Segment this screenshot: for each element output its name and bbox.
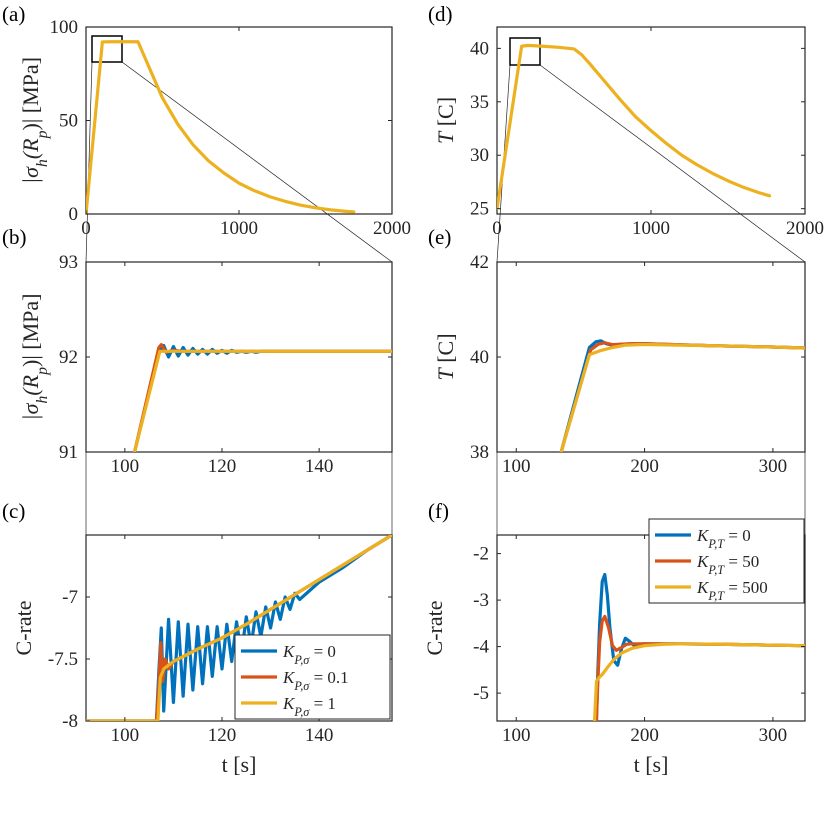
xlabel-f: t [s] <box>634 752 669 777</box>
ytick-label-a-1: 50 <box>59 111 78 132</box>
ylabel-a: |σh(Rp)| [MPa] <box>18 57 51 184</box>
panel-label-b: (b) <box>2 225 27 249</box>
ylabel-c: C-rate <box>11 601 36 656</box>
ytick-label-d-1: 30 <box>470 145 489 166</box>
panel-a-ticks: 0 1000 2000 0 50 100 |σh(Rp)| [MPa] <box>18 17 411 239</box>
panel-b-series <box>132 343 392 452</box>
ytick-label-f-1: -4 <box>473 637 489 658</box>
series-f-1 <box>594 614 805 721</box>
panel-d-ticks: 0 1000 2000 25 30 35 40 T [C] <box>433 27 824 239</box>
xtick-label-e-0: 100 <box>502 456 531 477</box>
series-b-2 <box>132 349 392 452</box>
xtick-label-f-0: 100 <box>502 725 531 746</box>
series-b-1 <box>132 343 392 452</box>
panel-label-e: (e) <box>428 225 451 249</box>
legend-label-c-0: KP,σ = 0 <box>282 642 336 667</box>
xtick-label-f-1: 200 <box>630 725 659 746</box>
series-e-0 <box>559 339 805 452</box>
ytick-label-e-0: 38 <box>470 442 489 463</box>
xtick-label-d-1: 1000 <box>632 218 670 239</box>
ytick-label-f-2: -3 <box>473 590 489 611</box>
ytick-label-c-2: -7 <box>62 587 78 608</box>
ytick-label-c-1: -7.5 <box>48 649 78 670</box>
ylabel-e: T [C] <box>433 333 458 380</box>
xtick-label-d-2: 2000 <box>786 218 824 239</box>
panel-d: (d) 0 1000 2000 25 30 35 40 T [C] <box>428 2 824 239</box>
legend-c: KP,σ = 0KP,σ = 0.1KP,σ = 1 <box>234 634 391 720</box>
panel-f: (f) 100 200 300 -5 -4 -3 -2 C-rate t [s] KP,T = … <box>422 499 806 777</box>
zoom-box-a <box>91 35 123 63</box>
legend-label-f-2: KP,T = 500 <box>696 578 768 603</box>
legend-label-f-0: KP,T = 0 <box>696 526 751 551</box>
legend-label-c-1: KP,σ = 0.1 <box>282 668 349 693</box>
panel-label-a: (a) <box>2 2 25 26</box>
series-d-0 <box>497 43 772 211</box>
xlabel-c: t [s] <box>222 752 257 777</box>
panel-label-c: (c) <box>2 499 25 523</box>
panel-c-series <box>86 535 392 721</box>
panel-b-ticks: 100 120 140 91 92 93 |σh(Rp)| [MPa] <box>18 252 392 477</box>
panel-f-series <box>592 572 805 721</box>
xtick-label-b-2: 140 <box>305 456 334 477</box>
panel-label-f: (f) <box>428 499 449 523</box>
ylabel-b: |σh(Rp)| [MPa] <box>18 294 51 421</box>
ytick-label-b-0: 91 <box>59 442 78 463</box>
legend-label-c-2: KP,σ = 1 <box>282 694 336 719</box>
panel-label-d: (d) <box>428 2 453 26</box>
series-c-2 <box>86 535 392 721</box>
xtick-label-a-1: 1000 <box>220 218 258 239</box>
legend-label-f-1: KP,T = 50 <box>696 552 759 577</box>
panel-a-series <box>86 40 356 214</box>
xtick-label-f-2: 300 <box>759 725 788 746</box>
ytick-label-c-0: -8 <box>62 711 78 732</box>
series-a-0 <box>86 40 356 214</box>
ytick-label-b-2: 93 <box>59 252 78 273</box>
xtick-label-b-0: 100 <box>111 456 140 477</box>
xtick-label-a-2: 2000 <box>373 218 411 239</box>
ylabel-d: T [C] <box>433 97 458 144</box>
panel-e-ticks: 100 200 300 38 40 42 T [C] <box>433 252 805 477</box>
ytick-label-b-1: 92 <box>59 347 78 368</box>
panel-b: (b) 100 120 140 91 92 93 |σh(Rp)| [MPa] <box>2 225 393 477</box>
series-c-0 <box>86 535 392 721</box>
xtick-label-b-1: 120 <box>208 456 237 477</box>
panel-e: (e) 100 200 300 38 40 42 T [C] <box>428 225 806 477</box>
ytick-label-d-0: 25 <box>470 199 489 220</box>
panel-e-series <box>559 339 805 452</box>
panel-c: (c) 100 120 140 -8 -7.5 -7 C-rate t [s] KP,σ = … <box>2 499 393 777</box>
ylabel-f: C-rate <box>422 601 447 656</box>
ytick-label-a-0: 0 <box>69 204 79 225</box>
xtick-label-e-2: 300 <box>759 456 788 477</box>
panel-a: (a) 0 1000 2000 0 50 100 |σh(Rp)| [MPa] <box>2 2 411 239</box>
ytick-label-d-2: 35 <box>470 92 489 113</box>
xtick-label-c-0: 100 <box>111 725 140 746</box>
panel-f-ticks: 100 200 300 -5 -4 -3 -2 C-rate t [s] <box>422 535 805 777</box>
ytick-label-e-1: 40 <box>470 347 489 368</box>
xtick-label-c-2: 140 <box>305 725 334 746</box>
xtick-label-a-0: 0 <box>81 218 91 239</box>
ytick-label-a-2: 100 <box>50 17 79 38</box>
zoom-box-d <box>509 37 541 66</box>
panel-c-ticks: 100 120 140 -8 -7.5 -7 C-rate t [s] <box>11 535 392 777</box>
ytick-label-f-0: -5 <box>473 683 489 704</box>
series-f-2 <box>592 642 805 721</box>
series-e-1 <box>559 341 805 452</box>
xtick-label-c-1: 120 <box>208 725 237 746</box>
series-b-0 <box>132 344 392 452</box>
xtick-label-e-1: 200 <box>630 456 659 477</box>
ytick-label-f-3: -2 <box>473 544 489 565</box>
ytick-label-e-2: 42 <box>470 252 489 273</box>
ytick-label-d-3: 40 <box>470 38 489 59</box>
xtick-label-d-0: 0 <box>492 218 502 239</box>
series-e-2 <box>559 343 805 452</box>
panel-d-series <box>497 43 772 211</box>
